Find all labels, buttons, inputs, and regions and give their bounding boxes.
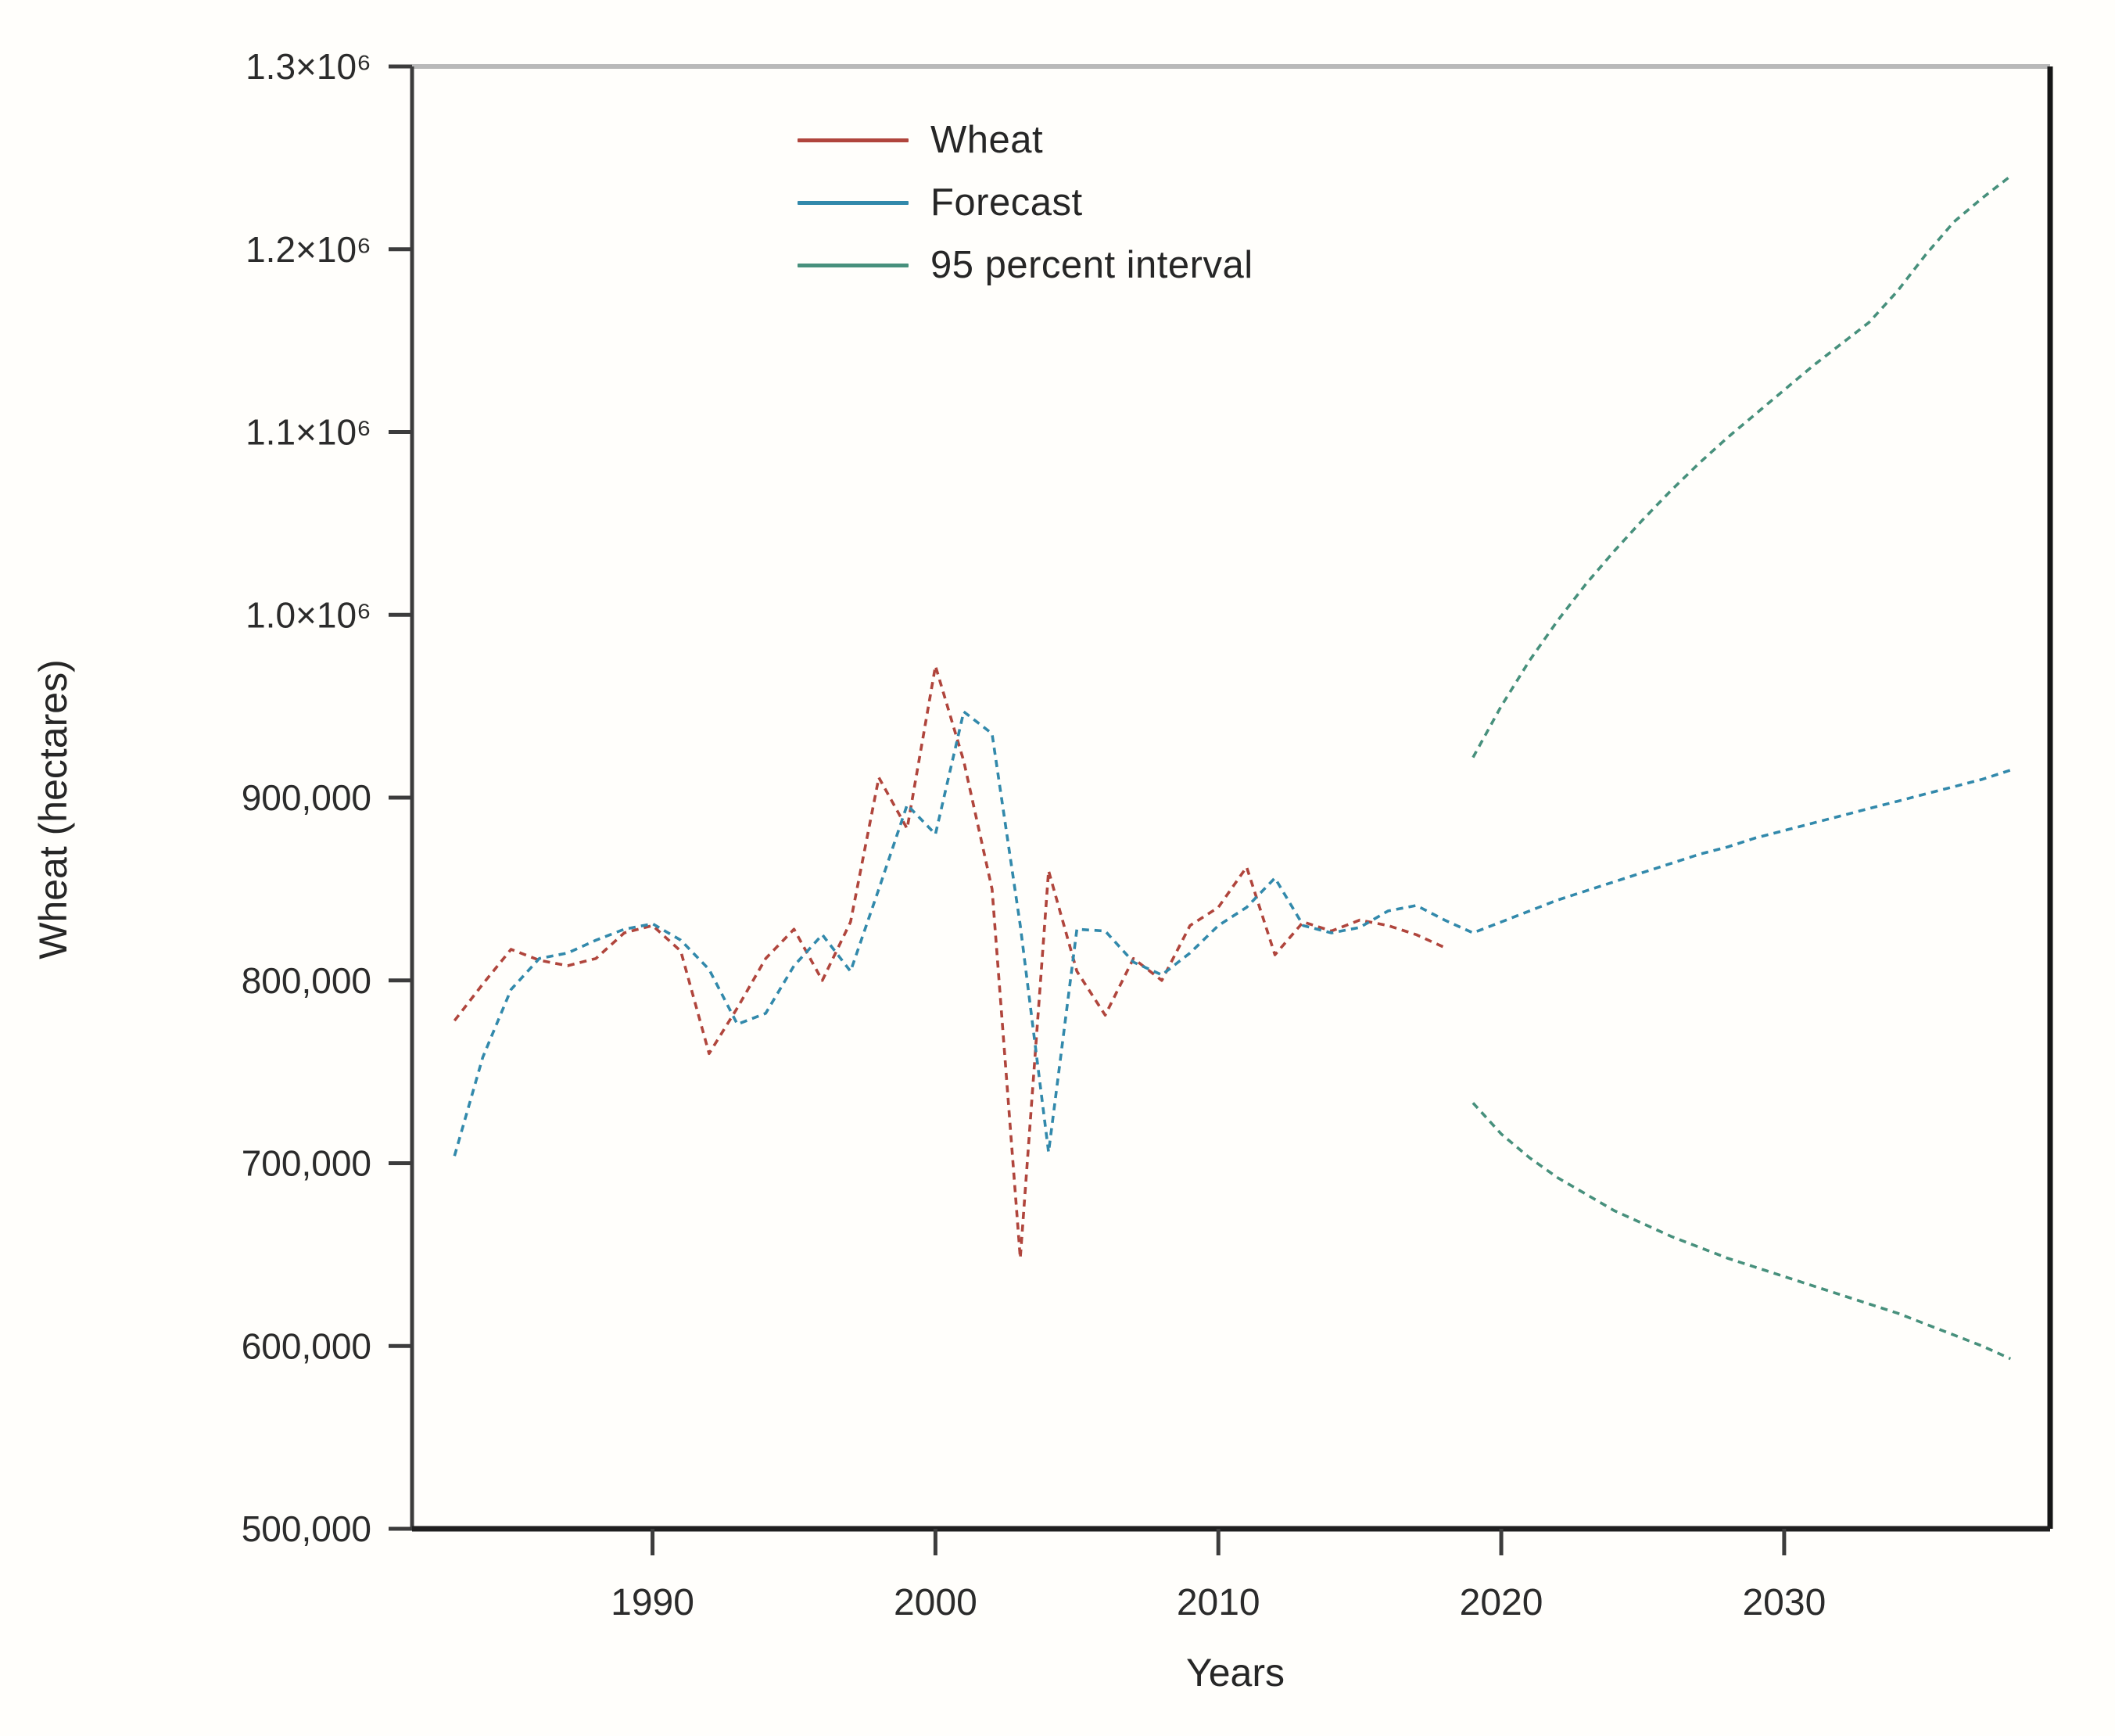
y-tick-label: 1.2×10⁶ (246, 229, 371, 270)
x-tick-label: 2020 (1460, 1582, 1543, 1623)
x-axis-title: Years (1185, 1651, 1285, 1695)
forecast-line (453, 710, 2011, 1157)
legend-label-forecast: Forecast (930, 181, 1083, 224)
legend-label-wheat: Wheat (930, 119, 1044, 161)
y-tick-label: 1.1×10⁶ (246, 412, 371, 453)
legend-label-interval: 95 percent interval (930, 244, 1253, 286)
x-tick-label: 2000 (894, 1582, 977, 1623)
x-tick-label: 2030 (1742, 1582, 1826, 1623)
forecast-line-swatch (798, 200, 909, 205)
y-tick-label: 700,000 (242, 1143, 371, 1184)
y-tick-label: 1.0×10⁶ (246, 594, 371, 635)
y-axis-title: Wheat (hectares) (31, 659, 75, 959)
legend-item-wheat: Wheat (798, 117, 1253, 163)
legend-item-interval: 95 percent interval (798, 242, 1253, 288)
y-tick-label: 600,000 (242, 1325, 371, 1366)
x-tick-label: 2010 (1177, 1582, 1260, 1623)
interval-line-swatch (798, 263, 909, 267)
wheat-line (453, 664, 1446, 1260)
interval-upper-line (1472, 174, 2012, 759)
interval-lower-line (1472, 1102, 2012, 1361)
y-tick-label: 1.3×10⁶ (246, 46, 371, 87)
y-tick-label: 800,000 (242, 960, 371, 1001)
x-tick-label: 1990 (611, 1582, 694, 1623)
legend-item-forecast: Forecast (798, 180, 1253, 225)
y-tick-label: 500,000 (242, 1508, 371, 1549)
y-tick-label: 900,000 (242, 777, 371, 818)
chart-legend: Wheat Forecast 95 percent interval (798, 117, 1253, 288)
wheat-line-swatch (798, 138, 909, 142)
